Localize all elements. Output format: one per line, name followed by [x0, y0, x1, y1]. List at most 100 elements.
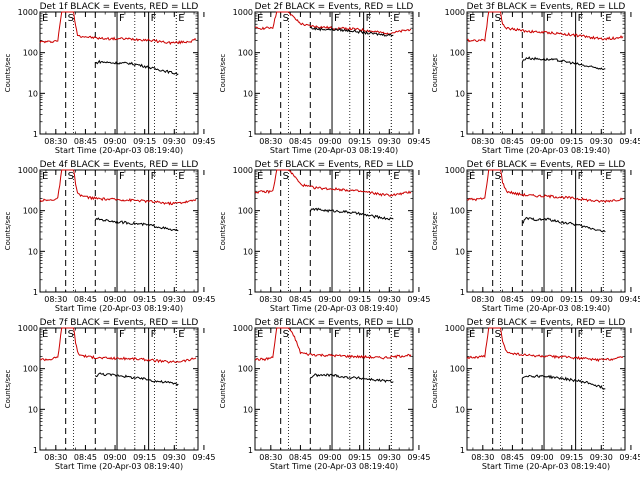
y-tick-label: 10: [455, 405, 465, 414]
x-tick-label: 08:45: [289, 453, 312, 462]
events-series-line: [310, 26, 394, 37]
y-axis-label: Counts/sec: [4, 54, 12, 93]
lld-series-line: [466, 11, 624, 43]
event-marker-label: F: [366, 171, 372, 182]
event-marker-label: E: [393, 329, 399, 340]
x-tick-label: 08:30: [471, 137, 494, 146]
event-marker-label: E: [605, 13, 611, 24]
plot-title: Det 8f BLACK = Events, RED = LLD: [255, 318, 414, 328]
y-tick-label: 100: [450, 49, 465, 58]
x-tick-label: 09:30: [378, 453, 401, 462]
plot-title: Det 2f BLACK = Events, RED = LLD: [255, 2, 414, 12]
x-tick-label: 08:45: [501, 137, 524, 146]
x-tick-label: 08:30: [471, 453, 494, 462]
lld-series-line: [466, 327, 624, 363]
event-marker-label: F: [334, 171, 340, 182]
lld-series-line: [254, 11, 412, 35]
y-tick-label: 100: [450, 207, 465, 216]
event-marker-label: S: [68, 13, 74, 24]
x-axis-label: Start Time (20-Apr-03 08:19:40): [270, 146, 398, 155]
x-tick-label: 08:45: [501, 453, 524, 462]
x-tick-label: 08:45: [501, 295, 524, 304]
x-tick-label: 08:30: [259, 137, 282, 146]
x-tick-label: 09:15: [560, 453, 583, 462]
events-series-line: [309, 207, 394, 221]
lld-series-line: [39, 11, 197, 46]
y-tick-label: 10: [243, 89, 253, 98]
events-series-line: [521, 216, 606, 233]
x-tick-label: 09:00: [531, 137, 554, 146]
y-tick-label: 10: [243, 247, 253, 256]
lld-series-line: [40, 327, 197, 364]
event-marker-label: E: [178, 13, 184, 24]
x-axis-label: Start Time (20-Apr-03 08:19:40): [55, 146, 183, 155]
y-axis-label: Counts/sec: [219, 54, 227, 93]
x-tick-label: 09:45: [192, 453, 215, 462]
event-marker-label: E: [178, 171, 184, 182]
x-tick-label: 08:30: [259, 295, 282, 304]
y-tick-label: 1000: [445, 324, 465, 333]
event-marker-label: S: [283, 329, 289, 340]
x-tick-label: 09:45: [619, 137, 640, 146]
x-tick-label: 08:45: [74, 295, 97, 304]
y-axis-label: Counts/sec: [4, 212, 12, 251]
x-tick-label: 09:30: [590, 453, 613, 462]
y-axis-label: Counts/sec: [431, 54, 439, 93]
y-tick-label: 1000: [233, 8, 253, 17]
y-tick-label: 10: [28, 405, 38, 414]
y-tick-label: 1: [460, 130, 465, 139]
event-marker-label: S: [283, 171, 289, 182]
event-marker-label: F: [546, 171, 552, 182]
y-tick-label: 10: [28, 247, 38, 256]
y-tick-label: 1000: [445, 166, 465, 175]
y-tick-label: 100: [238, 49, 253, 58]
y-tick-label: 10: [243, 405, 253, 414]
event-marker-label: E: [257, 329, 263, 340]
event-marker-label: F: [546, 329, 552, 340]
y-tick-label: 1000: [18, 8, 38, 17]
x-tick-label: 09:00: [319, 295, 342, 304]
x-tick-label: 09:45: [619, 453, 640, 462]
x-tick-label: 09:15: [348, 453, 371, 462]
x-axis-label: Start Time (20-Apr-03 08:19:40): [482, 462, 610, 471]
x-tick-label: 09:15: [348, 295, 371, 304]
event-marker-label: E: [605, 171, 611, 182]
event-marker-label: F: [119, 171, 125, 182]
event-marker-label: F: [366, 329, 372, 340]
x-tick-label: 09:30: [590, 295, 613, 304]
event-marker-label: S: [495, 171, 501, 182]
y-axis-label: Counts/sec: [219, 370, 227, 409]
x-tick-label: 09:15: [133, 295, 156, 304]
x-axis-label: Start Time (20-Apr-03 08:19:40): [55, 304, 183, 313]
x-tick-label: 08:30: [44, 137, 67, 146]
y-tick-label: 1000: [233, 166, 253, 175]
event-marker-label: S: [283, 13, 289, 24]
x-tick-label: 09:30: [163, 453, 186, 462]
event-marker-label: E: [178, 329, 184, 340]
event-marker-label: F: [151, 13, 157, 24]
lld-series-line: [39, 169, 197, 206]
event-marker-label: S: [68, 171, 74, 182]
plot-title: Det 6f BLACK = Events, RED = LLD: [467, 160, 626, 170]
event-marker-label: F: [366, 13, 372, 24]
x-tick-label: 09:30: [163, 137, 186, 146]
event-marker-label: E: [393, 171, 399, 182]
plot-title: Det 9f BLACK = Events, RED = LLD: [467, 318, 626, 328]
event-marker-label: F: [546, 13, 552, 24]
event-marker-label: E: [469, 329, 475, 340]
x-tick-label: 09:00: [104, 137, 127, 146]
y-tick-label: 100: [23, 365, 38, 374]
x-tick-label: 09:15: [348, 137, 371, 146]
event-marker-label: F: [578, 171, 584, 182]
y-tick-label: 100: [238, 207, 253, 216]
x-tick-label: 08:30: [44, 295, 67, 304]
plot-title: Det 5f BLACK = Events, RED = LLD: [255, 160, 414, 170]
plot-title: Det 1f BLACK = Events, RED = LLD: [40, 2, 199, 12]
x-tick-label: 09:30: [163, 295, 186, 304]
y-tick-label: 1: [460, 446, 465, 455]
event-marker-label: E: [469, 171, 475, 182]
x-tick-label: 09:30: [378, 137, 401, 146]
x-tick-label: 09:45: [407, 453, 430, 462]
